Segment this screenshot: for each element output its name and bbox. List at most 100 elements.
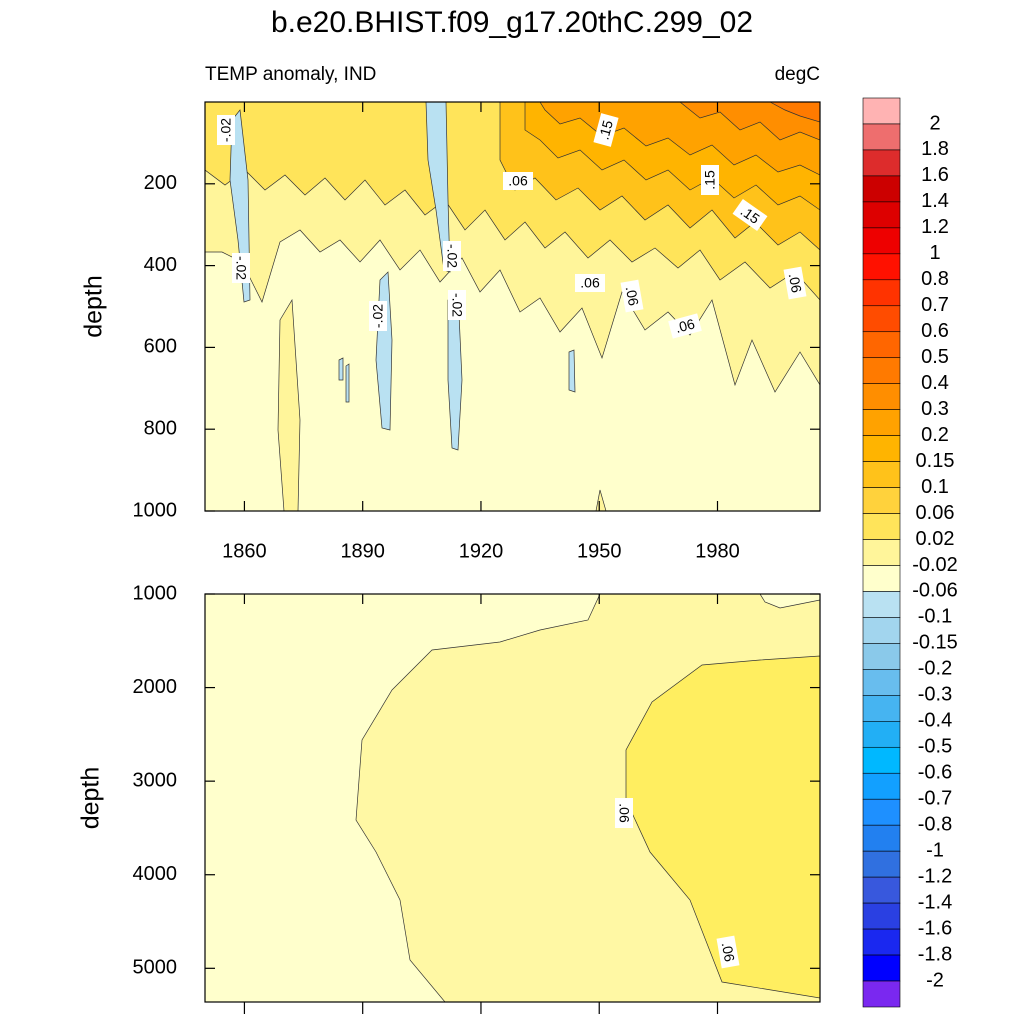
contour-label-text: .06: [580, 275, 600, 291]
contour-label: .06: [716, 935, 740, 969]
contour-label-box: [620, 279, 644, 313]
contour-label: .15: [701, 165, 719, 195]
contour-label: .06: [575, 274, 605, 292]
colorbar-box: [862, 876, 901, 904]
colorbar-box: [862, 824, 901, 852]
contour-label-box: [668, 313, 702, 339]
colorbar-box: [862, 123, 901, 151]
y-tick-label: 5000: [133, 957, 178, 979]
colorbar-box: [862, 721, 901, 748]
contour-label: .06: [615, 798, 633, 828]
contour-label: -.02: [443, 241, 461, 271]
colorbar-box: [862, 695, 901, 722]
colorbar-box: [862, 383, 901, 410]
colorbar-label: 0.3: [921, 398, 949, 420]
colorbar-label: -1: [926, 839, 944, 861]
colorbar-box: [862, 175, 901, 203]
colorbar-label: -0.5: [918, 736, 952, 758]
contour-label-text: .15: [702, 170, 718, 190]
colorbar-box: [862, 513, 901, 540]
colorbar-label: 1.2: [921, 216, 949, 238]
contour-label: .06: [503, 172, 533, 190]
contour-fill: [277, 298, 301, 511]
colorbar-box: [862, 435, 901, 462]
colorbar-label: 0.06: [916, 502, 955, 524]
contour-label-text: .15: [595, 118, 616, 141]
subtitle-right: degC: [775, 64, 820, 85]
colorbar-box: [862, 97, 901, 125]
contour-label: -.02: [448, 290, 466, 320]
colorbar-label: -1.4: [918, 891, 952, 913]
x-tick-label: 1920: [459, 540, 504, 562]
y-tick-label: 200: [144, 172, 177, 194]
colorbar-box: [862, 201, 901, 229]
x-tick-label: 1950: [577, 540, 622, 562]
contour-label-box: [615, 798, 633, 828]
colorbar-label: 0.6: [921, 320, 949, 342]
colorbar-label: 1.4: [921, 190, 949, 212]
contour-fill: [205, 594, 601, 1002]
x-tick-label: 1980: [695, 540, 740, 562]
colorbar-label: -1.8: [918, 943, 952, 965]
colorbar-box: [862, 461, 901, 488]
colorbar-label: -0.3: [918, 684, 952, 706]
y-tick-label: 3000: [133, 769, 178, 791]
contour-label: .06: [620, 279, 644, 313]
colorbar-box: [862, 279, 901, 307]
colorbar-box: [862, 798, 901, 826]
contour-label-text: -.02: [449, 293, 465, 317]
colorbar-label: 0.1: [921, 476, 949, 498]
colorbar-box: [862, 902, 901, 930]
colorbar-box: [862, 357, 901, 384]
colorbar-box: [862, 487, 901, 514]
colorbar-label: -0.6: [918, 762, 952, 784]
x-tick-label: 1860: [222, 540, 267, 562]
contour-label-text: .06: [786, 272, 805, 294]
contour-label: -.02: [217, 115, 235, 145]
colorbar-label: 0.8: [921, 268, 949, 290]
contour-label-text: .06: [623, 285, 642, 307]
contour-fill: [679, 102, 820, 141]
y-tick-label: 1000: [133, 582, 178, 604]
colorbar-label: -0.15: [912, 632, 958, 654]
contour-label-text: -.02: [218, 118, 234, 142]
contour-label-box: [443, 241, 461, 271]
y-tick-label: 1000: [133, 499, 178, 521]
colorbar-label: 1.6: [921, 164, 949, 186]
contour-label-box: [716, 935, 740, 969]
y-tick-label: 2000: [133, 676, 178, 698]
colorbar-box: [862, 954, 901, 982]
contour-label-box: [593, 113, 619, 147]
colorbar-label: -1.2: [918, 865, 952, 887]
colorbar-label: -0.7: [918, 788, 952, 810]
contour-fill: [338, 357, 344, 381]
y-tick-label: 4000: [133, 863, 178, 885]
colorbar-label: 0.02: [916, 528, 955, 550]
colorbar-box: [862, 539, 901, 566]
contour-label-text: -.02: [444, 244, 460, 268]
colorbar-box: [862, 227, 901, 255]
contour-label: -.02: [369, 301, 387, 331]
colorbar-box: [862, 928, 901, 956]
colorbar-label: 0.15: [916, 450, 955, 472]
plot-frame: [204, 101, 821, 512]
colorbar-box: [862, 617, 901, 644]
colorbar-box: [862, 850, 901, 878]
contour-label: .06: [668, 313, 702, 339]
colorbar-label: 0.2: [921, 424, 949, 446]
contour-label-text: .06: [508, 173, 528, 189]
colorbar-label: -0.4: [918, 710, 952, 732]
contour-fill: [595, 489, 607, 511]
colorbar-label: 1.8: [921, 138, 949, 160]
y-tick-label: 800: [144, 417, 177, 439]
contour-label-text: .06: [673, 315, 696, 336]
contour-label-box: [783, 266, 807, 300]
y-axis-label: depth: [80, 275, 108, 338]
colorbar-box: [862, 409, 901, 436]
y-axis-label: depth: [77, 767, 105, 830]
colorbar-label: -0.2: [918, 658, 952, 680]
colorbar-box: [862, 331, 901, 359]
contour-label-text: -.02: [233, 256, 249, 280]
colorbar-label: 0.7: [921, 294, 949, 316]
